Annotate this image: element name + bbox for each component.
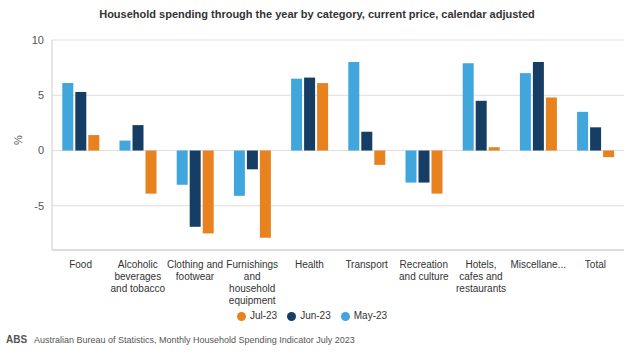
svg-text:-5: -5 bbox=[34, 200, 44, 212]
html-text:Australian Bureau of Statistic: Australian Bureau of Statistics, Monthly… bbox=[34, 335, 355, 345]
svg-text:Alcoholicbeveragesand tobacco: Alcoholicbeveragesand tobacco bbox=[111, 259, 166, 294]
html-text:Jul-23: Jul-23 bbox=[249, 310, 278, 321]
html-text:ABS: ABS bbox=[6, 334, 28, 345]
html-text:Household spending through the: Household spending through the year by c… bbox=[99, 8, 535, 20]
svg-text:Clothing andfootwear: Clothing andfootwear bbox=[167, 259, 223, 282]
svg-text:Miscellane...: Miscellane... bbox=[510, 259, 566, 270]
svg-text:Health: Health bbox=[295, 259, 324, 270]
svg-text:10: 10 bbox=[32, 34, 44, 46]
svg-text:%: % bbox=[12, 135, 24, 145]
svg-text:Total: Total bbox=[585, 259, 606, 270]
svg-text:Furnishingsandhouseholdequipme: Furnishingsandhouseholdequipment bbox=[226, 259, 278, 306]
svg-text:Recreationand culture: Recreationand culture bbox=[399, 259, 449, 282]
html-text:May-23: May-23 bbox=[353, 310, 388, 321]
html-text:Jun-23: Jun-23 bbox=[300, 310, 331, 321]
svg-text:5: 5 bbox=[38, 89, 44, 101]
svg-text:0: 0 bbox=[38, 144, 44, 156]
svg-text:Hotels,cafes andrestaurants: Hotels,cafes andrestaurants bbox=[456, 259, 506, 294]
svg-text:Food: Food bbox=[69, 259, 92, 270]
svg-text:Transport: Transport bbox=[345, 259, 388, 270]
